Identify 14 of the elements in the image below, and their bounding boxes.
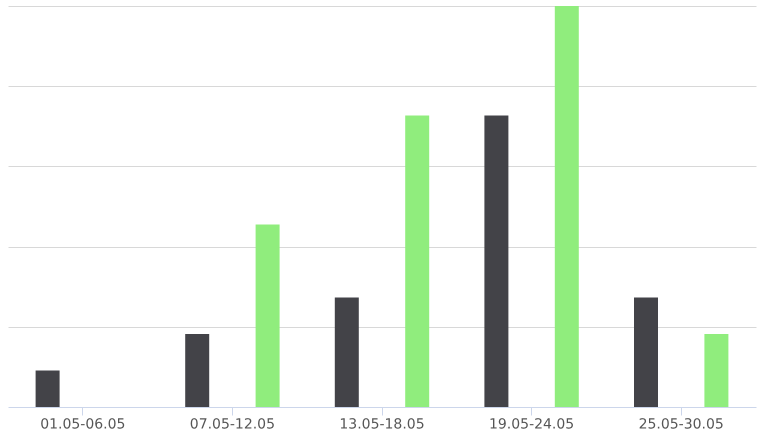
bar [185, 334, 210, 407]
bar [484, 115, 508, 407]
x-tick-label: 19.05-24.05 [488, 416, 574, 432]
bar [256, 224, 280, 407]
bar [554, 6, 579, 407]
x-tick-label: 25.05-30.05 [638, 416, 724, 432]
bar [334, 298, 359, 407]
x-tick-label: 01.05-06.05 [40, 416, 126, 432]
bar [704, 334, 728, 407]
bar [634, 298, 658, 407]
bar [405, 115, 430, 407]
x-tick-label: 13.05-18.05 [339, 416, 425, 432]
bar [36, 370, 60, 407]
x-tick-label: 07.05-12.05 [190, 416, 276, 432]
